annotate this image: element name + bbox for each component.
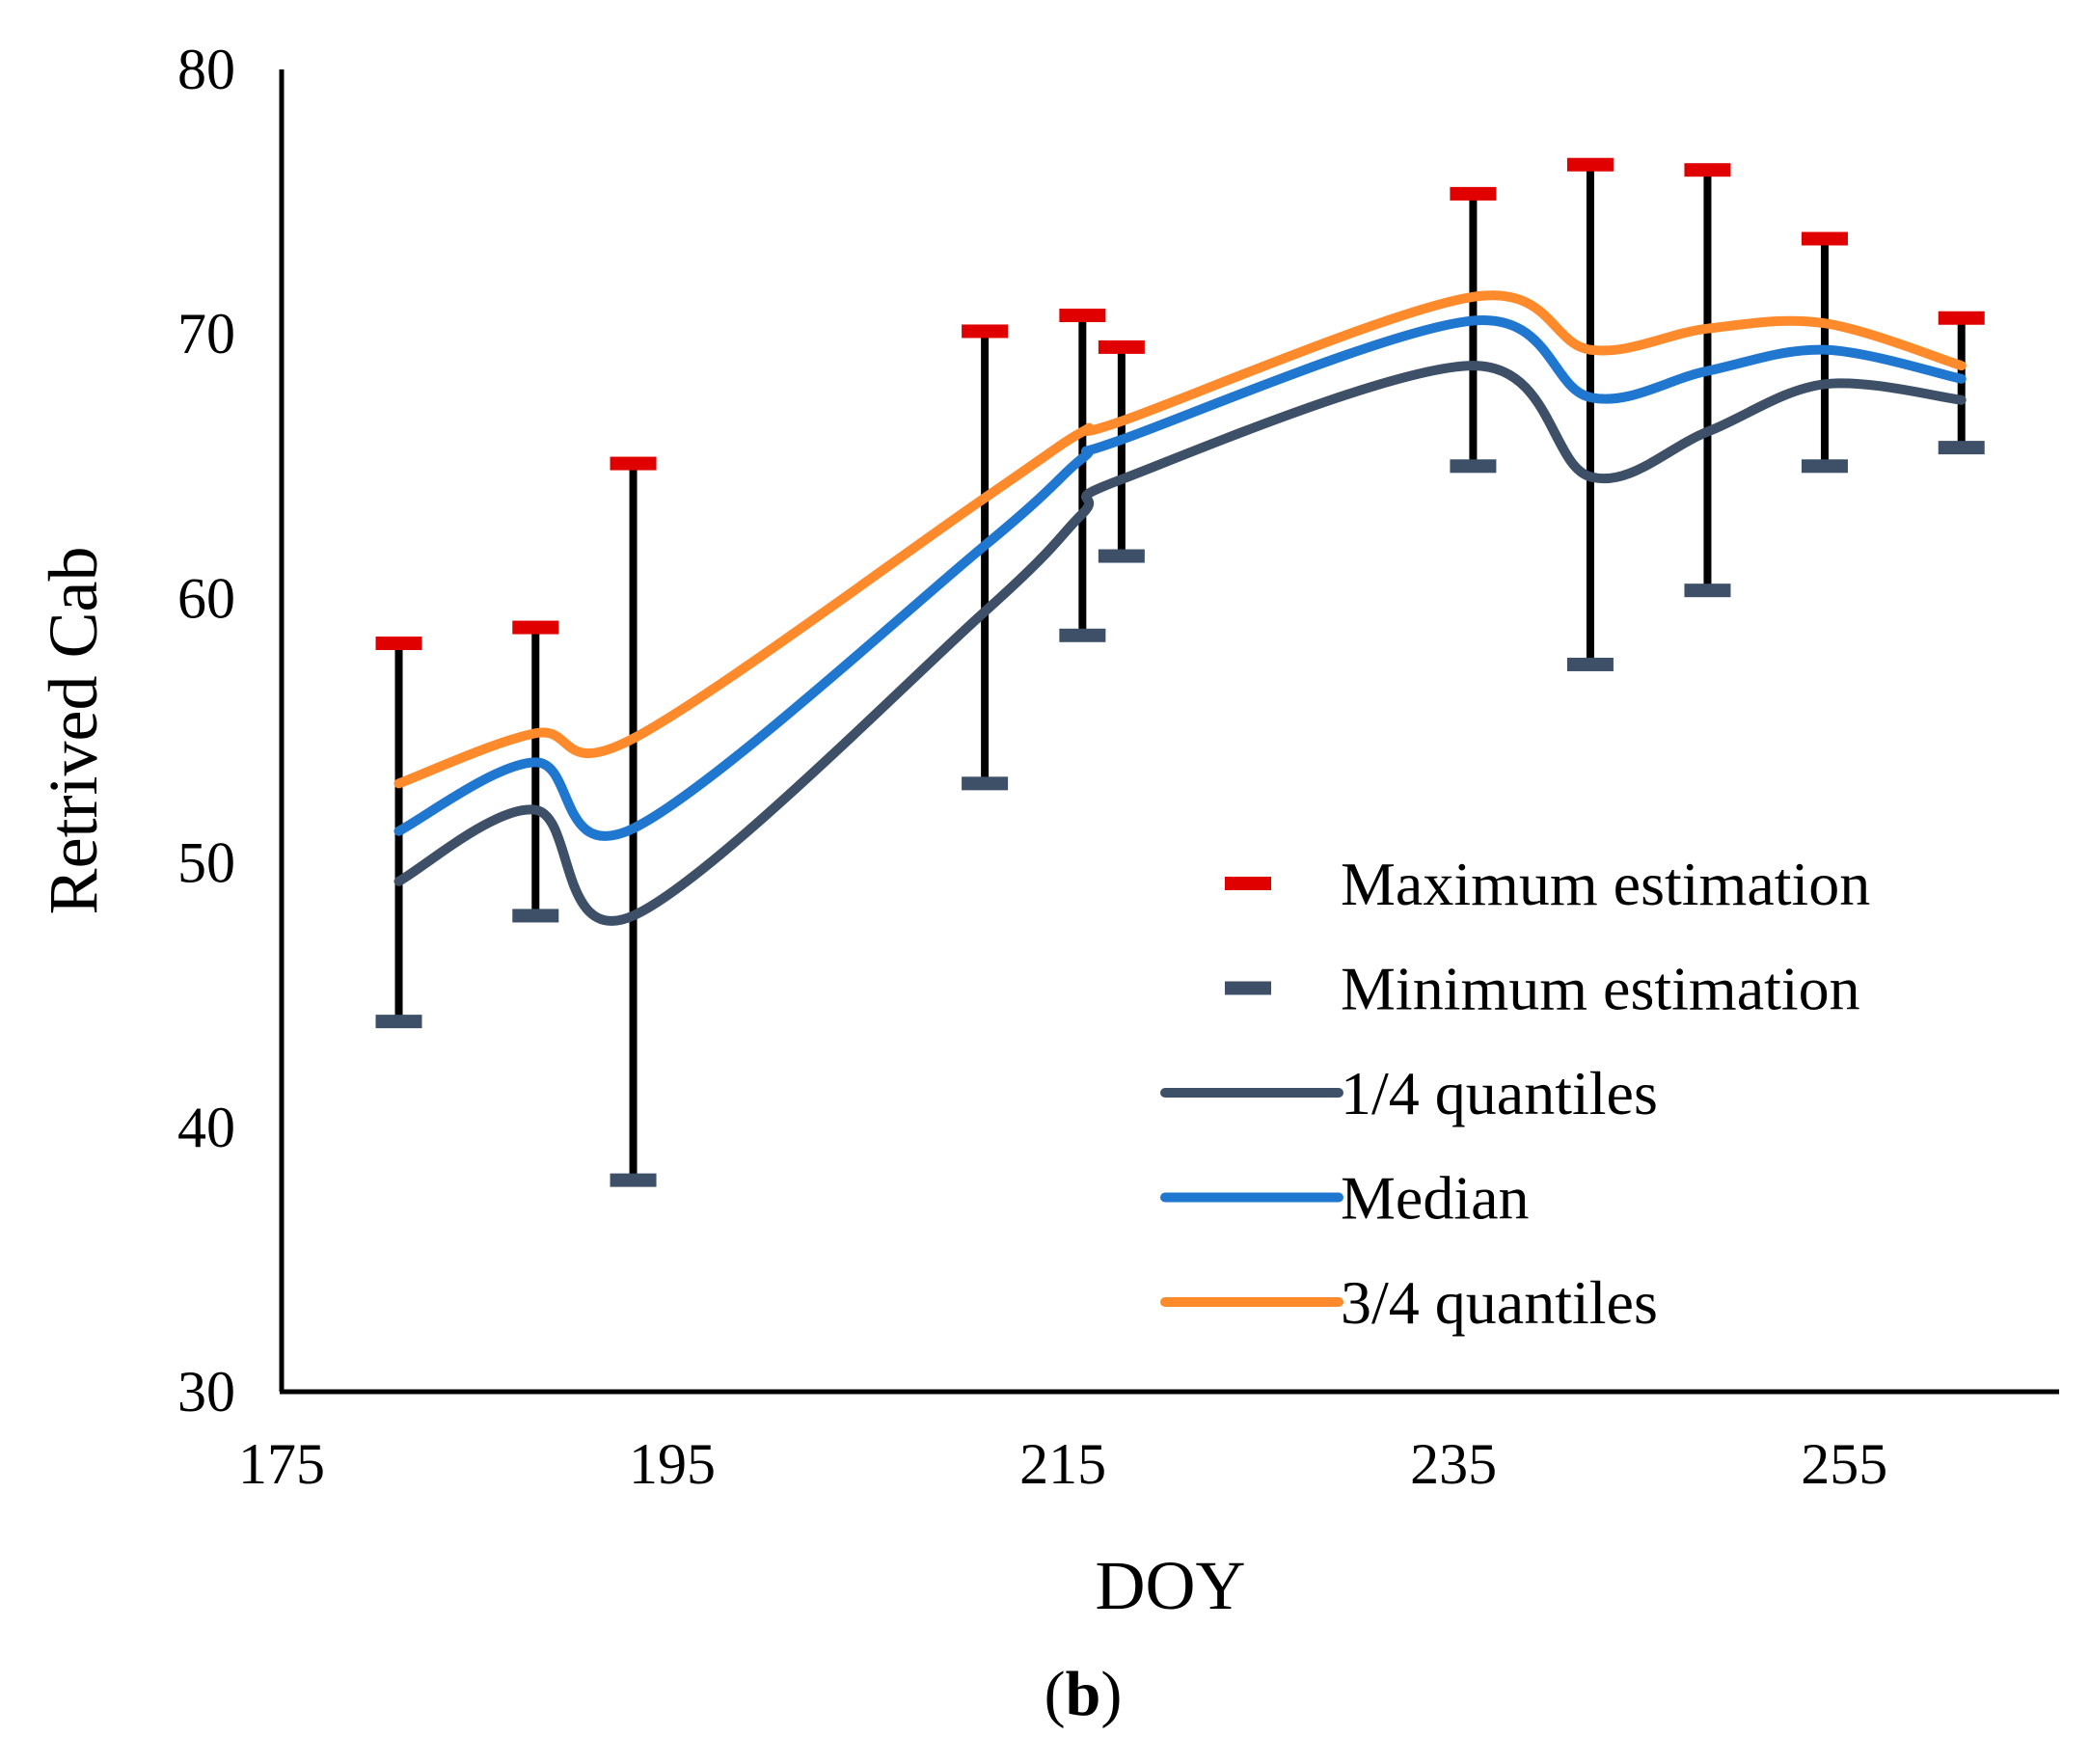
- x-tick-label: 195: [629, 1432, 716, 1496]
- x-tick-label: 215: [1019, 1432, 1106, 1496]
- min-estimation-marker: [1684, 583, 1731, 598]
- y-tick-label: 60: [177, 566, 235, 630]
- y-axis-title: Retrived Cab: [35, 547, 112, 915]
- legend-label-maximum-estimation: Maximum estimation: [1341, 850, 1870, 918]
- max-estimation-marker: [1566, 157, 1614, 172]
- max-estimation-marker: [1059, 309, 1106, 323]
- max-estimation-marker: [1938, 311, 1985, 325]
- error-bars: [394, 164, 1966, 1181]
- max-estimation-marker: [962, 324, 1009, 339]
- legend-label-1-4-quantiles: 1/4 quantiles: [1341, 1059, 1658, 1127]
- legend-swatch-maximum-estimation: [1225, 877, 1271, 890]
- max-estimation-marker: [1450, 186, 1497, 201]
- min-estimation-marker: [1098, 549, 1145, 563]
- min-estimation-marker: [1938, 441, 1985, 455]
- y-tick-label: 30: [177, 1360, 235, 1424]
- series-line-median: [393, 315, 1967, 841]
- min-estimation-marker: [1450, 459, 1497, 474]
- min-estimation-marker: [512, 909, 559, 923]
- series-line-3-4-quantiles: [393, 290, 1967, 789]
- legend-label-minimum-estimation: Minimum estimation: [1341, 955, 1860, 1023]
- max-estimation-marker: [1098, 339, 1145, 354]
- min-estimation-marker: [610, 1173, 657, 1187]
- legend-swatch-minimum-estimation: [1225, 981, 1271, 995]
- min-estimation-marker: [1566, 657, 1614, 671]
- y-tick-label: 50: [177, 831, 235, 895]
- y-tick-label: 40: [177, 1096, 235, 1159]
- x-tick-labels: 175 195 215 235 255: [238, 1432, 1887, 1496]
- estimation-markers: [375, 157, 1985, 1187]
- max-estimation-marker: [1801, 231, 1848, 246]
- max-estimation-marker: [610, 456, 657, 471]
- min-estimation-marker: [1801, 459, 1848, 474]
- series-lines: [393, 290, 1967, 926]
- x-tick-label: 175: [238, 1432, 325, 1496]
- x-tick-label: 235: [1410, 1432, 1497, 1496]
- legend: Maximum estimation Minimum estimation 1/4 …: [1160, 850, 1870, 1337]
- panel-label: (b): [1044, 1659, 1123, 1729]
- min-estimation-marker: [375, 1015, 422, 1029]
- series-line-1-4-quantiles: [393, 361, 1967, 926]
- max-estimation-marker: [375, 637, 422, 651]
- y-tick-label: 80: [177, 38, 235, 101]
- min-estimation-marker: [1059, 628, 1106, 642]
- min-estimation-marker: [962, 776, 1009, 791]
- y-tick-label: 70: [177, 302, 235, 366]
- legend-label-3-4-quantiles: 3/4 quantiles: [1341, 1268, 1658, 1337]
- x-tick-label: 255: [1801, 1432, 1887, 1496]
- max-estimation-marker: [1684, 163, 1731, 177]
- max-estimation-marker: [512, 620, 559, 635]
- legend-label-median: Median: [1341, 1164, 1530, 1233]
- x-axis-title: DOY: [1096, 1547, 1246, 1624]
- axes: [279, 69, 2059, 1395]
- y-tick-labels: 30 40 50 60 70 80: [177, 38, 235, 1424]
